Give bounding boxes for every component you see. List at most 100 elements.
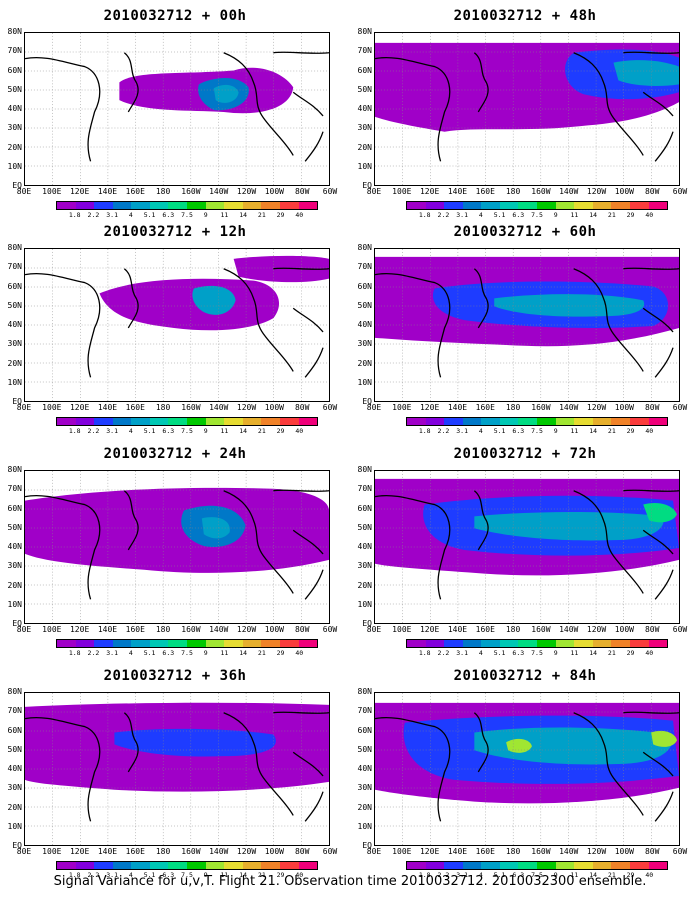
colorbar-level-label: 4 <box>478 649 483 657</box>
colorbar-segment <box>537 418 556 425</box>
latitude-label: 20N <box>357 142 372 152</box>
colorbar-level-label: 14 <box>589 871 598 879</box>
colorbar-segment <box>574 862 593 869</box>
colorbar-level-label: 6.3 <box>512 871 525 879</box>
map-panel: 2010032712 + 48h 80N 70N 60N 50N 40N 30N 20N 10N… <box>350 4 700 224</box>
colorbar-segment <box>462 640 482 647</box>
longitude-axis: 80E 100E 120E 140E 160E 180 160W 140W 120W 100W 80… <box>17 847 337 858</box>
colorbar-level-label: 7.5 <box>531 649 543 657</box>
colorbar-segment <box>149 640 169 647</box>
colorbar-segment <box>94 202 113 209</box>
longitude-label: 120W <box>586 403 607 412</box>
latitude-label: 50N <box>7 300 22 310</box>
latitude-label: 70N <box>357 484 372 494</box>
colorbar-segment <box>261 418 280 425</box>
colorbar-segment <box>205 862 225 869</box>
longitude-label: 160E <box>475 847 495 856</box>
colorbar-labels: 1.8 2.2 3.1 4 5.1 6.3 7.5 9 11 14 21 29 40 <box>56 428 318 436</box>
latitude-label: 40N <box>357 104 372 113</box>
colorbar-segment <box>462 862 482 869</box>
colorbar-level-label: 29 <box>276 871 285 879</box>
colorbar-level-label: 21 <box>257 871 266 879</box>
panel-title: 2010032712 + 60h <box>453 224 597 240</box>
latitude-label: 10N <box>357 161 372 171</box>
colorbar-segment <box>481 862 500 869</box>
longitude-label: 140W <box>559 187 579 196</box>
colorbar-level-label: 3.1 <box>106 871 119 879</box>
colorbar-segment <box>592 640 612 647</box>
latitude-label: 40N <box>7 542 22 551</box>
colorbar-segment <box>168 202 188 209</box>
colorbar-level-label: 3.1 <box>456 427 469 435</box>
panel-title: 2010032712 + 00h <box>103 8 247 24</box>
longitude-label: 160W <box>181 403 201 412</box>
latitude-label: 20N <box>357 580 372 590</box>
longitude-label: 160W <box>531 403 551 412</box>
longitude-label: 60W <box>672 403 688 412</box>
colorbar-segment <box>224 862 243 869</box>
longitude-label: 120E <box>69 847 90 856</box>
latitude-label: 30N <box>7 123 22 133</box>
colorbar-segment <box>94 640 113 647</box>
longitude-label: 100W <box>614 187 634 196</box>
longitude-label: 160E <box>475 403 495 412</box>
colorbar-level-label: 5.1 <box>143 871 156 879</box>
variance-contour <box>651 730 678 747</box>
colorbar-level-label: 9 <box>203 649 208 657</box>
colorbar-level-label: 29 <box>276 211 285 219</box>
colorbar <box>56 861 318 870</box>
latitude-axis: 80N 70N 60N 50N 40N 30N 20N 10N EQ <box>350 28 374 190</box>
colorbar-level-label: 6.3 <box>162 427 175 435</box>
colorbar-labels: 1.8 2.2 3.1 4 5.1 6.3 7.5 9 11 14 21 29 40 <box>56 650 318 658</box>
colorbar-level-label: 40 <box>295 211 304 219</box>
colorbar-segment <box>444 202 463 209</box>
longitude-label: 80E <box>366 625 382 634</box>
colorbar-level-label: 3.1 <box>456 211 469 219</box>
colorbar <box>56 639 318 648</box>
longitude-label: 120E <box>419 403 440 412</box>
longitude-label: 80E <box>16 847 32 856</box>
colorbar-level-label: 7.5 <box>181 211 193 219</box>
colorbar-level-label: 2.2 <box>87 211 100 219</box>
longitude-label: 140W <box>559 403 579 412</box>
colorbar-segment <box>187 862 206 869</box>
coastline <box>375 489 679 600</box>
colorbar-level-label: 40 <box>295 871 304 879</box>
latitude-label: 10N <box>7 161 22 171</box>
longitude-label: 120E <box>69 403 90 412</box>
longitude-axis: 80E 100E 120E 140E 160E 180 160W 140W 120W 100W 80… <box>367 187 687 198</box>
colorbar-level-label: 7.5 <box>181 871 193 879</box>
colorbar-segment <box>592 202 612 209</box>
colorbar-level-label: 6.3 <box>162 211 175 219</box>
panel-title: 2010032712 + 72h <box>453 446 597 462</box>
latitude-label: 40N <box>357 764 372 773</box>
colorbar-segment <box>279 862 299 869</box>
colorbar-level-label: 1.8 <box>68 211 81 219</box>
longitude-label: 80W <box>644 847 660 856</box>
longitude-label: 100W <box>264 403 284 412</box>
colorbar-segment <box>261 202 280 209</box>
longitude-label: 100E <box>42 403 62 412</box>
latitude-label: 40N <box>357 320 372 329</box>
colorbar-level-label: 2.2 <box>437 211 450 219</box>
latitude-label: EQ <box>362 397 372 406</box>
longitude-label: 160E <box>475 625 495 634</box>
colorbar-level-label: 3.1 <box>106 211 119 219</box>
latitude-label: 80N <box>357 465 372 474</box>
variance-contour <box>506 738 532 753</box>
colorbar-segment <box>629 202 649 209</box>
colorbar-level-label: 2.2 <box>87 649 100 657</box>
variance-map <box>25 249 329 401</box>
colorbar-segment <box>57 640 76 647</box>
longitude-label: 180 <box>505 187 521 196</box>
colorbar-labels: 1.8 2.2 3.1 4 5.1 6.3 7.5 9 11 14 21 29 40 <box>406 650 668 658</box>
colorbar-segment <box>242 640 262 647</box>
colorbar-level-label: 3.1 <box>456 871 469 879</box>
colorbar-level-label: 14 <box>589 211 598 219</box>
longitude-label: 140E <box>447 625 468 634</box>
latitude-label: 60N <box>357 65 372 75</box>
latitude-label: 10N <box>357 377 372 387</box>
longitude-label: 120E <box>419 187 440 196</box>
colorbar-level-label: 14 <box>589 649 598 657</box>
colorbar <box>56 417 318 426</box>
